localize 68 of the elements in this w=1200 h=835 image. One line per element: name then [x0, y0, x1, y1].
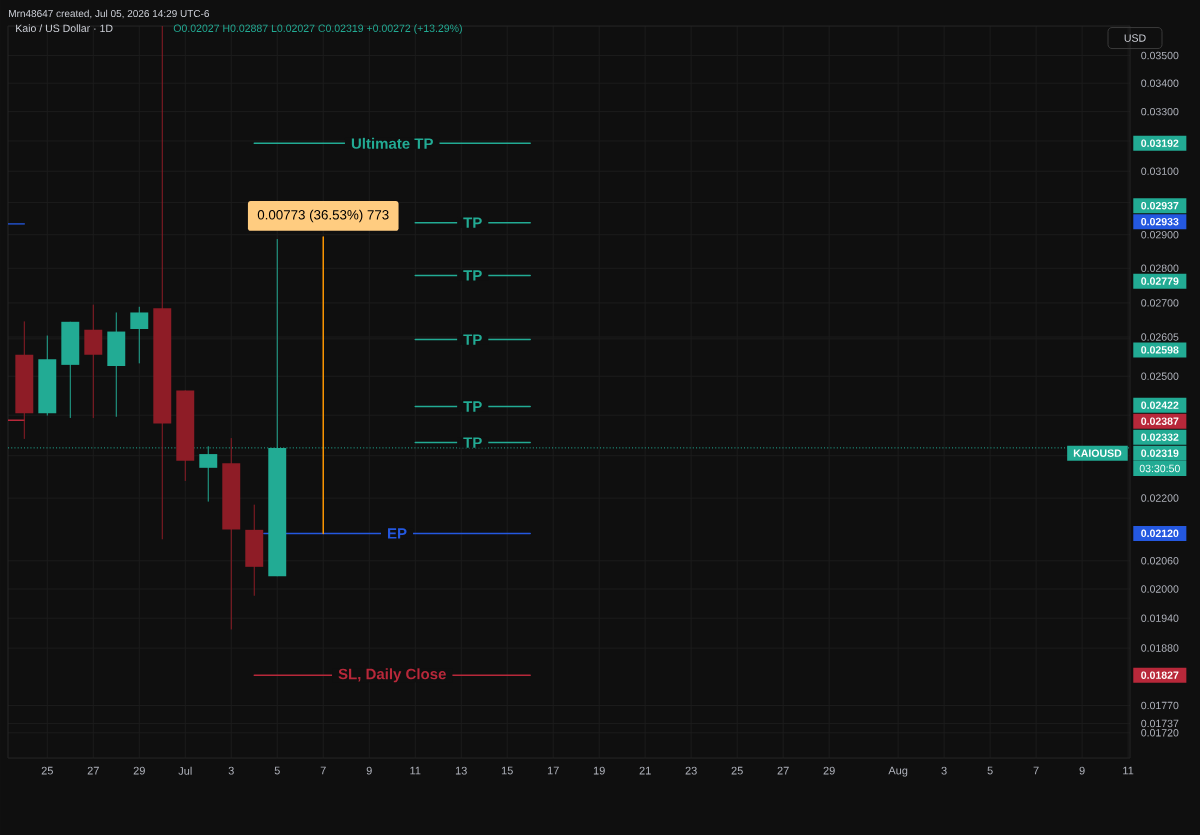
x-tick-label: 15 [501, 766, 513, 775]
text: 0.02120 [1141, 529, 1179, 538]
y-tick-label: 0.02000 [1141, 585, 1179, 593]
y-tick-label: 0.02900 [1141, 230, 1179, 239]
series-label: SL, Daily Close [338, 668, 446, 683]
x-tick-label: 11 [410, 766, 421, 775]
x-tick-label: 25 [731, 766, 743, 775]
chart-title: Kaio / US Dollar · 1D [16, 24, 113, 33]
x-tick-label: 5 [987, 766, 993, 775]
text: 0.01827 [1141, 671, 1179, 679]
x-tick-label: 3 [941, 766, 947, 775]
y-tick-label: 0.02060 [1141, 557, 1179, 565]
series-label: TP [463, 401, 482, 412]
series-label: Ultimate TP [351, 137, 433, 149]
y-tick-label: 0.01940 [1141, 614, 1179, 622]
text: Mrn48647 created, Jul 05, 2026 14:29 UTC-6 [9, 9, 210, 19]
text: 0.02422 [1141, 401, 1179, 409]
x-tick-label: 21 [639, 766, 651, 775]
y-tick-label: 0.03400 [1141, 79, 1179, 87]
x-tick-label: 29 [823, 766, 835, 775]
x-tick-label: 19 [593, 766, 605, 775]
series-label: TP [463, 270, 482, 281]
x-tick-label: 11 [1123, 766, 1134, 775]
x-tick-label: 23 [685, 766, 697, 775]
y-tick-label: 0.01770 [1141, 701, 1179, 710]
text: 0.02332 [1141, 433, 1179, 441]
text: 0.02598 [1141, 346, 1179, 354]
y-tick-label: 0.01720 [1141, 729, 1179, 737]
y-tick-label: 0.03300 [1141, 107, 1179, 116]
y-axis-title: USD [1124, 34, 1146, 42]
text: 0.03192 [1141, 139, 1179, 147]
x-tick-label: 27 [87, 766, 99, 775]
text: 0.02319 [1141, 449, 1179, 457]
x-tick-label: 9 [366, 766, 372, 775]
x-tick-label: 27 [777, 766, 789, 775]
x-tick-label: 29 [133, 766, 145, 775]
x-tick-label: Aug [888, 766, 908, 777]
text: 0.02387 [1141, 417, 1179, 425]
candlestick [130, 306, 149, 364]
y-tick-label: 0.02605 [1141, 333, 1179, 341]
y-tick-label: 0.02200 [1141, 494, 1179, 502]
text: 03:30:50 [1139, 464, 1180, 473]
y-tick-label: 0.02800 [1141, 264, 1179, 272]
x-tick-label: 3 [228, 766, 234, 775]
x-tick-label: 9 [1079, 766, 1085, 775]
x-tick-label: 7 [320, 766, 326, 775]
annotation: 0.00773 (36.53%) 773 [257, 209, 389, 223]
x-tick-label: 17 [547, 766, 559, 775]
y-tick-label: 0.01737 [1141, 719, 1179, 728]
y-tick-label: 0.02700 [1141, 299, 1179, 307]
series-label: TP [463, 437, 482, 448]
text: 0.02779 [1141, 277, 1179, 285]
y-tick-label: 0.03500 [1141, 51, 1179, 60]
x-tick-label: 25 [41, 766, 53, 775]
series-label: TP [463, 217, 482, 228]
x-tick-label: Jul [178, 766, 192, 775]
y-tick-label: 0.01880 [1141, 644, 1179, 652]
ref-line-label: KAIOUSD [1073, 449, 1122, 457]
y-tick-label: 0.03100 [1141, 167, 1179, 175]
x-tick-label: 7 [1033, 766, 1039, 775]
y-tick-label: 0.02500 [1141, 372, 1179, 380]
x-tick-label: 13 [455, 766, 467, 775]
series-label: TP [463, 334, 482, 345]
text: 0.02933 [1141, 217, 1179, 226]
x-tick-label: 5 [274, 766, 280, 775]
text: 0.02937 [1141, 201, 1179, 210]
series-label: EP [388, 528, 407, 539]
chart-subtitle: O0.02027 H0.02887 L0.02027 C0.02319 +0.00272 (+13.29%) [173, 24, 462, 35]
